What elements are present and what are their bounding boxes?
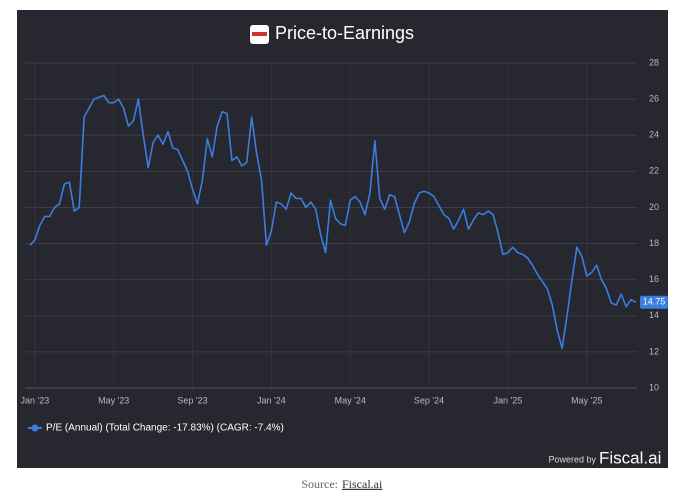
last-value-badge	[640, 295, 668, 309]
branding-name: Fiscal.ai	[599, 448, 661, 467]
legend: P/E (Annual) (Total Change: -17.83%) (CA…	[28, 423, 284, 434]
y-tick-label: 18	[649, 238, 659, 248]
source-link[interactable]: Fiscal.ai	[342, 477, 383, 491]
y-tick-label: 28	[649, 57, 659, 67]
x-tick-label: May '25	[571, 395, 602, 405]
x-tick-label: Jan '24	[257, 395, 286, 405]
y-tick-label: 20	[649, 202, 659, 212]
x-tick-label: May '23	[98, 395, 129, 405]
legend-marker	[31, 424, 39, 432]
y-tick-label: 14	[649, 310, 659, 320]
y-tick-label: 10	[649, 382, 659, 392]
y-tick-label: 16	[649, 274, 659, 284]
chart-title: Price-to-Earnings	[275, 23, 414, 43]
y-tick-label: 24	[649, 130, 659, 140]
y-tick-label: 26	[649, 93, 659, 103]
plot-area: 10 12 14 16 18 20 22 24 26 28 Jan '23 May '23 Sep '2…	[20, 57, 668, 405]
source-label: Source:	[301, 477, 338, 491]
branding-prefix: Powered by	[548, 454, 596, 464]
y-tick-label: 12	[649, 346, 659, 356]
x-tick-label: Sep '24	[414, 395, 444, 405]
x-tick-label: May '24	[335, 395, 366, 405]
line-series	[29, 94, 637, 350]
x-tick-label: Sep '23	[177, 395, 207, 405]
x-tick-label: Jan '23	[20, 395, 49, 405]
chart-panel	[17, 10, 668, 468]
x-tick-label: Jan '25	[494, 395, 523, 405]
y-tick-label: 22	[649, 166, 659, 176]
title-logo	[250, 25, 269, 44]
last-value-label: 14.75	[643, 297, 666, 307]
legend-label: P/E (Annual) (Total Change: -17.83%) (CA…	[46, 423, 284, 434]
